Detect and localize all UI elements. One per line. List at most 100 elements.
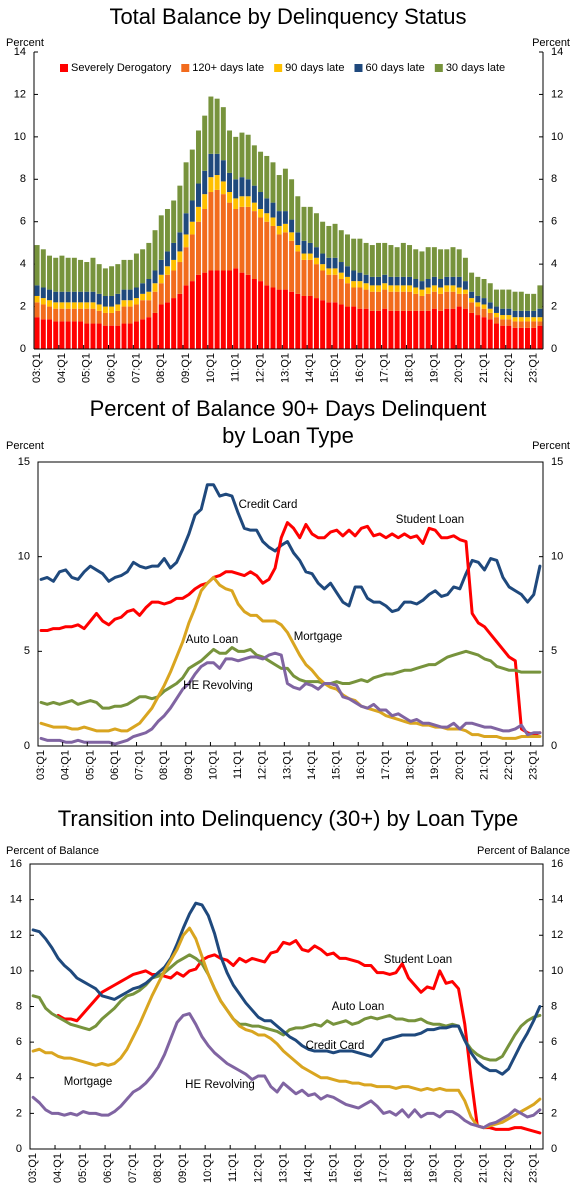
bar-segment (382, 242, 388, 275)
y-tick-label: 14 (14, 46, 26, 58)
bar-segment (487, 319, 493, 349)
x-tick-label: 14:Q1 (304, 353, 316, 383)
x-tick-label: 17:Q1 (380, 750, 392, 780)
bar-segment (183, 162, 189, 214)
x-tick-label: 09:Q1 (177, 1153, 189, 1183)
bar-segment (84, 308, 90, 324)
bar-segment (65, 321, 71, 349)
bar-segment (189, 200, 195, 222)
bar-segment (59, 308, 65, 322)
bar-segment (481, 278, 487, 299)
bar-segment (512, 291, 518, 311)
y2-tick-label: 12 (551, 929, 563, 941)
bar-segment (84, 291, 90, 303)
bar-segment (369, 245, 375, 277)
x-tick-label: 22:Q1 (503, 750, 515, 780)
y-tick-label: 10 (14, 131, 26, 143)
x-tick-label: 16:Q1 (352, 1153, 364, 1183)
bar-segment (189, 221, 195, 235)
bar-segment (313, 298, 319, 349)
x-tick-label: 17:Q1 (379, 353, 391, 383)
bar-segment (506, 308, 512, 316)
x-tick-label: 11:Q1 (230, 353, 242, 382)
legend-label: 60 days late (365, 62, 424, 74)
bar-segment (96, 293, 102, 305)
y-tick-label: 10 (18, 551, 30, 563)
y-tick-label: 6 (20, 216, 26, 228)
y-tick-label: 12 (14, 88, 26, 100)
y-tick-label: 16 (10, 858, 22, 870)
bar-segment (338, 278, 344, 305)
bar-segment (233, 268, 239, 349)
bar-segment (289, 291, 295, 349)
series-label: Credit Card (306, 1040, 365, 1052)
bar-segment (438, 287, 444, 294)
bar-segment (524, 321, 530, 328)
bar-segment (196, 130, 201, 184)
y-tick-label: 0 (20, 343, 26, 355)
bar-segment (537, 308, 543, 318)
bar-segment (326, 274, 332, 303)
bar-segment (313, 257, 319, 265)
bar-segment (276, 234, 282, 290)
bar-segment (531, 327, 537, 349)
bar-segment (419, 310, 425, 349)
series-line (39, 646, 542, 710)
bar-segment (133, 253, 139, 288)
x-tick-label: 08:Q1 (158, 750, 170, 780)
bar-segment (493, 289, 499, 307)
bar-segment (518, 317, 524, 322)
chart-title: Total Balance by Delinquency Status (109, 4, 466, 29)
bar-segment (34, 245, 40, 286)
bar-segment (121, 323, 127, 349)
bar-segment (500, 315, 506, 320)
series-line (31, 901, 542, 1076)
bar-segment (332, 302, 338, 349)
bar-segment (388, 310, 394, 349)
y-tick-label: 2 (16, 1107, 22, 1119)
bar-segment (369, 285, 375, 292)
bar-segment (71, 302, 77, 309)
bar-segment (34, 295, 40, 303)
bar-segment (59, 302, 65, 309)
bar-segment (487, 312, 493, 320)
bar-segment (40, 304, 46, 320)
bar-segment (189, 234, 195, 282)
bar-segment (524, 293, 530, 311)
bar-segment (282, 232, 288, 290)
bar-segment (500, 319, 506, 326)
chart-title: by Loan Type (222, 423, 354, 448)
bar-segment (438, 249, 444, 279)
bar-segment (270, 162, 276, 203)
bar-segment (407, 276, 413, 286)
bar-segment (531, 317, 537, 322)
bar-segment (444, 249, 450, 277)
bar-segment (227, 172, 233, 193)
bar-segment (313, 264, 319, 299)
bar-segment (431, 308, 437, 349)
bar-segment (47, 289, 53, 301)
bar-segment (338, 230, 344, 263)
bar-segment (394, 310, 400, 349)
series-label: Auto Loan (332, 1001, 384, 1013)
bar-segment (133, 287, 139, 299)
bar-segment (171, 200, 177, 243)
bar-segment (295, 232, 301, 246)
bar-segment (524, 317, 530, 322)
bar-segment (245, 274, 251, 349)
x-tick-label: 20:Q1 (452, 1153, 464, 1183)
bar-segment (270, 287, 276, 349)
x-tick-label: 03:Q1 (31, 353, 43, 383)
bar-segment (152, 230, 158, 271)
bar-segment (338, 272, 344, 279)
bar-segment (413, 310, 419, 349)
bar-segment (40, 249, 46, 288)
bar-segment (475, 302, 481, 307)
bar-segment (65, 291, 71, 303)
legend-label: 30 days late (446, 62, 505, 74)
bar-segment (102, 312, 108, 326)
bar-segment (289, 179, 295, 220)
y-axis-label: Percent (6, 37, 44, 49)
bar-segment (351, 306, 357, 349)
bar-segment (456, 287, 462, 294)
